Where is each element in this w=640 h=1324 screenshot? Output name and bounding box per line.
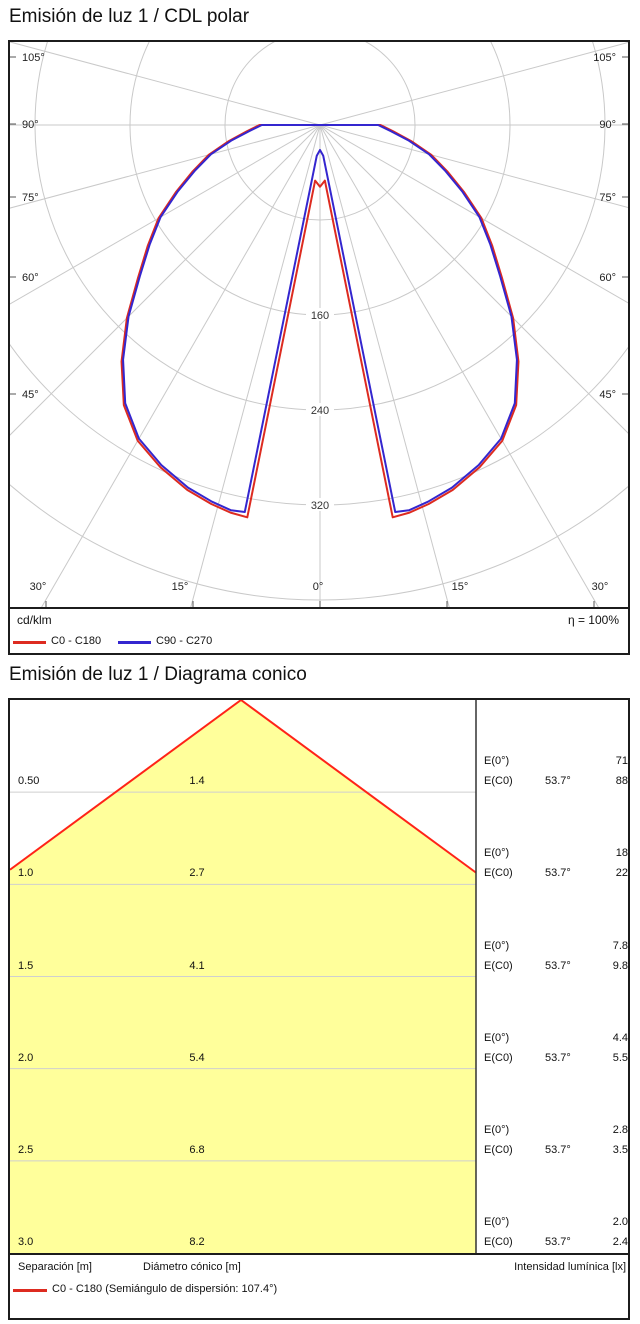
angle-label: 45° [22, 389, 39, 401]
ec0-angle: 53.7° [545, 1236, 571, 1248]
cone-legend-line [13, 1289, 47, 1292]
e0-label: E(0°) [484, 1216, 510, 1228]
cone-row: 1.5 4.1 E(0°) 7.8 E(C0) 53.7° 9.8 [10, 939, 628, 977]
angle-label: 30° [592, 581, 609, 593]
angle-label: 105° [22, 52, 45, 64]
ring-label: 160 [311, 310, 329, 322]
ec0-angle: 53.7° [545, 1143, 571, 1156]
cone-footer: Separación [m] Diámetro cónico [m] Inten… [10, 1255, 628, 1314]
angle-label: 0° [313, 581, 324, 593]
diameter-value: 8.2 [189, 1236, 205, 1248]
ec0-label: E(C0) [484, 1236, 513, 1248]
cone-diagram-area: 0.50 1.4 E(0°) 71 E(C0) 53.7° 88 1.0 2.7… [10, 700, 628, 1253]
angle-label: 30° [30, 581, 47, 593]
e0-label: E(0°) [484, 939, 510, 952]
angle-label: 105° [593, 52, 616, 64]
polar-legend-area: cd/klm η = 100% C0 - C180 C90 - C270 [10, 607, 628, 655]
diameter-value: 2.7 [189, 867, 205, 880]
polar-panel: 160 240 320 105° 90° 75° 60° 45° 105° 90° 75° 60° 45… [8, 40, 630, 655]
ec0-value: 9.8 [612, 959, 628, 972]
angle-label: 60° [22, 272, 39, 284]
c0-c180-legend-label: C0 - C180 [51, 635, 102, 647]
footer-diameter-label: Diámetro cónico [m] [143, 1261, 241, 1273]
ec0-label: E(C0) [484, 1051, 513, 1064]
separation-value: 1.0 [18, 867, 34, 880]
separation-value: 0.50 [18, 775, 40, 788]
ec0-angle: 53.7° [545, 867, 571, 880]
cone-legend-label: C0 - C180 (Semiángulo de dispersión: 107… [52, 1283, 278, 1295]
polar-unit-label: cd/klm [17, 613, 52, 627]
ec0-angle: 53.7° [545, 1051, 571, 1064]
diameter-value: 5.4 [189, 1051, 205, 1064]
diameter-value: 1.4 [189, 775, 205, 788]
separation-value: 2.5 [18, 1143, 34, 1156]
angle-label: 75° [599, 192, 616, 204]
polar-chart-svg: 160 240 320 105° 90° 75° 60° 45° 105° 90° 75° 60° 45… [10, 42, 628, 607]
cone-bottom-divider [10, 1253, 628, 1255]
cone-row: 2.5 6.8 E(0°) 2.8 E(C0) 53.7° 3.5 [10, 1123, 628, 1161]
ec0-value: 3.5 [612, 1143, 628, 1156]
diameter-value: 4.1 [189, 959, 205, 972]
ring-label: 240 [311, 405, 329, 417]
ec0-label: E(C0) [484, 959, 513, 972]
angle-label: 15° [452, 581, 469, 593]
e0-value: 4.4 [612, 1031, 628, 1044]
c90-c270-legend-label: C90 - C270 [156, 635, 213, 647]
ec0-label: E(C0) [484, 1143, 513, 1156]
cone-row: 0.50 1.4 E(0°) 71 E(C0) 53.7° 88 [10, 754, 628, 792]
separation-value: 3.0 [18, 1236, 34, 1248]
c90-c270-legend-line [118, 641, 151, 644]
e0-value: 7.8 [612, 939, 628, 952]
ec0-value: 22 [615, 867, 628, 880]
separation-value: 2.0 [18, 1051, 34, 1064]
polar-title: Emisión de luz 1 / CDL polar [9, 6, 250, 27]
footer-intensity-label: Intensidad lumínica [lx] [514, 1261, 626, 1273]
ec0-value: 88 [615, 775, 628, 788]
angle-label: 90° [599, 119, 616, 131]
diameter-value: 6.8 [189, 1143, 205, 1156]
ec0-angle: 53.7° [545, 959, 571, 972]
e0-value: 2.0 [612, 1216, 628, 1228]
angle-label: 60° [599, 272, 616, 284]
e0-label: E(0°) [484, 1031, 510, 1044]
polar-chart-area: 160 240 320 105° 90° 75° 60° 45° 105° 90° 75° 60° 45… [10, 42, 628, 607]
ec0-value: 2.4 [612, 1236, 628, 1248]
angle-label: 45° [599, 389, 616, 401]
cone-diagram-svg [10, 700, 477, 1253]
e0-value: 71 [615, 755, 628, 768]
polar-efficiency-label: η = 100% [567, 613, 619, 627]
footer-separation-label: Separación [m] [18, 1261, 92, 1273]
cone-title: Emisión de luz 1 / Diagrama conico [9, 664, 307, 685]
ec0-angle: 53.7° [545, 775, 571, 788]
ring-label: 320 [311, 500, 329, 512]
separation-value: 1.5 [18, 959, 34, 972]
cone-row: 2.0 5.4 E(0°) 4.4 E(C0) 53.7° 5.5 [10, 1031, 628, 1069]
angle-label: 75° [22, 192, 39, 204]
ec0-label: E(C0) [484, 867, 513, 880]
angle-label: 15° [172, 581, 189, 593]
ec0-label: E(C0) [484, 775, 513, 788]
e0-value: 18 [615, 847, 628, 860]
cone-panel: 0.50 1.4 E(0°) 71 E(C0) 53.7° 88 1.0 2.7… [8, 698, 630, 1320]
c0-c180-legend-line [13, 641, 46, 644]
cone-row: 3.0 8.2 E(0°) 2.0 E(C0) 53.7° 2.4 [10, 1215, 628, 1253]
cone-row: 1.0 2.7 E(0°) 18 E(C0) 53.7° 22 [10, 846, 628, 884]
ec0-value: 5.5 [612, 1051, 628, 1064]
e0-label: E(0°) [484, 847, 510, 860]
e0-value: 2.8 [612, 1123, 628, 1136]
angle-label: 90° [22, 119, 39, 131]
e0-label: E(0°) [484, 755, 510, 768]
e0-label: E(0°) [484, 1123, 510, 1136]
